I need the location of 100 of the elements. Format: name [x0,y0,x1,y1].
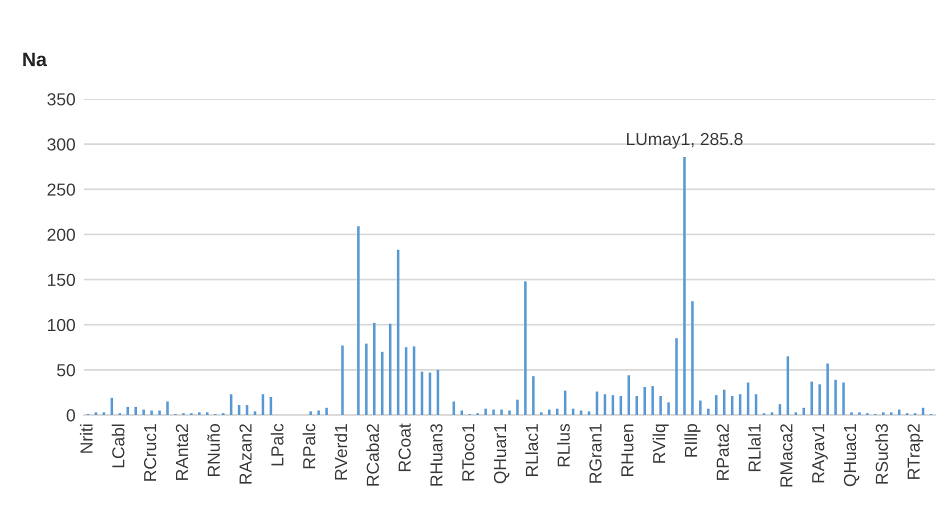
x-tick-label: RMaca2 [780,424,793,487]
bar [230,394,232,415]
bar [746,382,750,415]
annotation: LUmay1, 285.8 [627,132,743,149]
bar [628,375,630,415]
x-tick-label: RLlac1 [525,424,538,476]
x-tick-label: RSuch3 [875,424,888,484]
bar [850,412,853,415]
x-tick-label: RLlus [557,424,570,466]
bar [786,356,790,415]
bar [675,338,678,415]
bar [420,372,424,415]
bar [524,281,527,415]
x-tick-label: RToco1 [462,424,474,480]
x-tick-label: RPata2 [716,424,729,480]
bar [604,394,606,415]
bar [707,408,710,415]
x-tick-label: RHuan3 [430,424,443,486]
x-tick-label: RCoat [398,423,411,472]
x-tick-label: RVerd1 [334,424,348,480]
chart-title: Na [23,52,47,66]
y-tick-label: 0 [66,409,75,422]
bar [134,406,137,415]
bar [778,404,782,415]
x-tick-label: RIllp [684,424,701,457]
bar [341,345,344,415]
x-tick-label: RLlal1 [748,424,761,472]
y-tick-label: 200 [48,228,75,241]
bar [842,382,845,415]
bar [412,346,416,415]
bar [532,376,535,415]
bar [365,344,368,415]
x-tick-label: RCaba2 [366,424,379,486]
bar [158,410,161,415]
bar [373,322,376,415]
bar [150,410,153,415]
bar [516,400,519,415]
bar [834,380,837,415]
bar [492,410,495,415]
bar [635,396,638,415]
bar [436,370,440,415]
x-tick-label: QHuac1 [844,424,860,486]
bar [460,410,464,415]
bar [826,364,829,415]
y-tick-label: 150 [48,274,75,286]
bar [596,392,598,415]
bar [699,400,702,415]
bar [262,394,264,415]
bar [254,411,256,415]
x-tick-label: RPalc [302,424,316,468]
y-tick-label: 100 [48,318,75,332]
bar [110,398,114,415]
x-tick-label: QHuar1 [494,424,510,484]
bar [325,408,328,415]
bar [730,396,734,415]
y-tick-label: 50 [57,364,75,376]
bar [715,395,718,415]
bar [722,390,726,415]
bar [659,396,662,415]
bar [508,410,511,415]
bar [580,410,582,415]
x-tick-label: LPalc [270,424,284,466]
x-tick-label: RAzan2 [239,424,252,484]
x-tick-label: RGran1 [589,424,602,483]
bar [620,396,622,415]
y-tick-label: 300 [47,138,75,151]
bar [270,396,272,415]
x-tick-label: Nriti [80,424,93,453]
bar [667,402,670,415]
x-tick-label: RHuen [621,424,634,476]
bar [357,226,360,415]
bar [404,347,408,415]
bar [572,408,574,415]
bar [166,401,169,415]
bar [484,408,487,415]
bar [754,394,758,415]
x-tick-label: LCabl [112,424,124,468]
bar [802,408,806,415]
bar [309,411,312,415]
x-tick-label: RTrap2 [907,424,924,479]
x-tick-label: RAnta2 [176,424,188,480]
bar [810,382,813,415]
bar [388,324,392,415]
x-tick-label: RCruc1 [144,424,156,481]
bar [643,387,646,415]
bar [651,386,654,415]
bar [396,250,400,415]
bar [380,352,384,415]
bar [898,410,900,415]
bar [818,384,821,415]
bar [238,405,240,415]
bar [126,406,130,415]
bar [548,410,551,415]
bar [588,411,590,415]
bar [564,390,566,415]
bar [500,410,503,415]
bar [612,395,614,415]
bar [452,401,456,415]
x-tick-label: RVilq [652,424,669,463]
bar [691,301,694,415]
